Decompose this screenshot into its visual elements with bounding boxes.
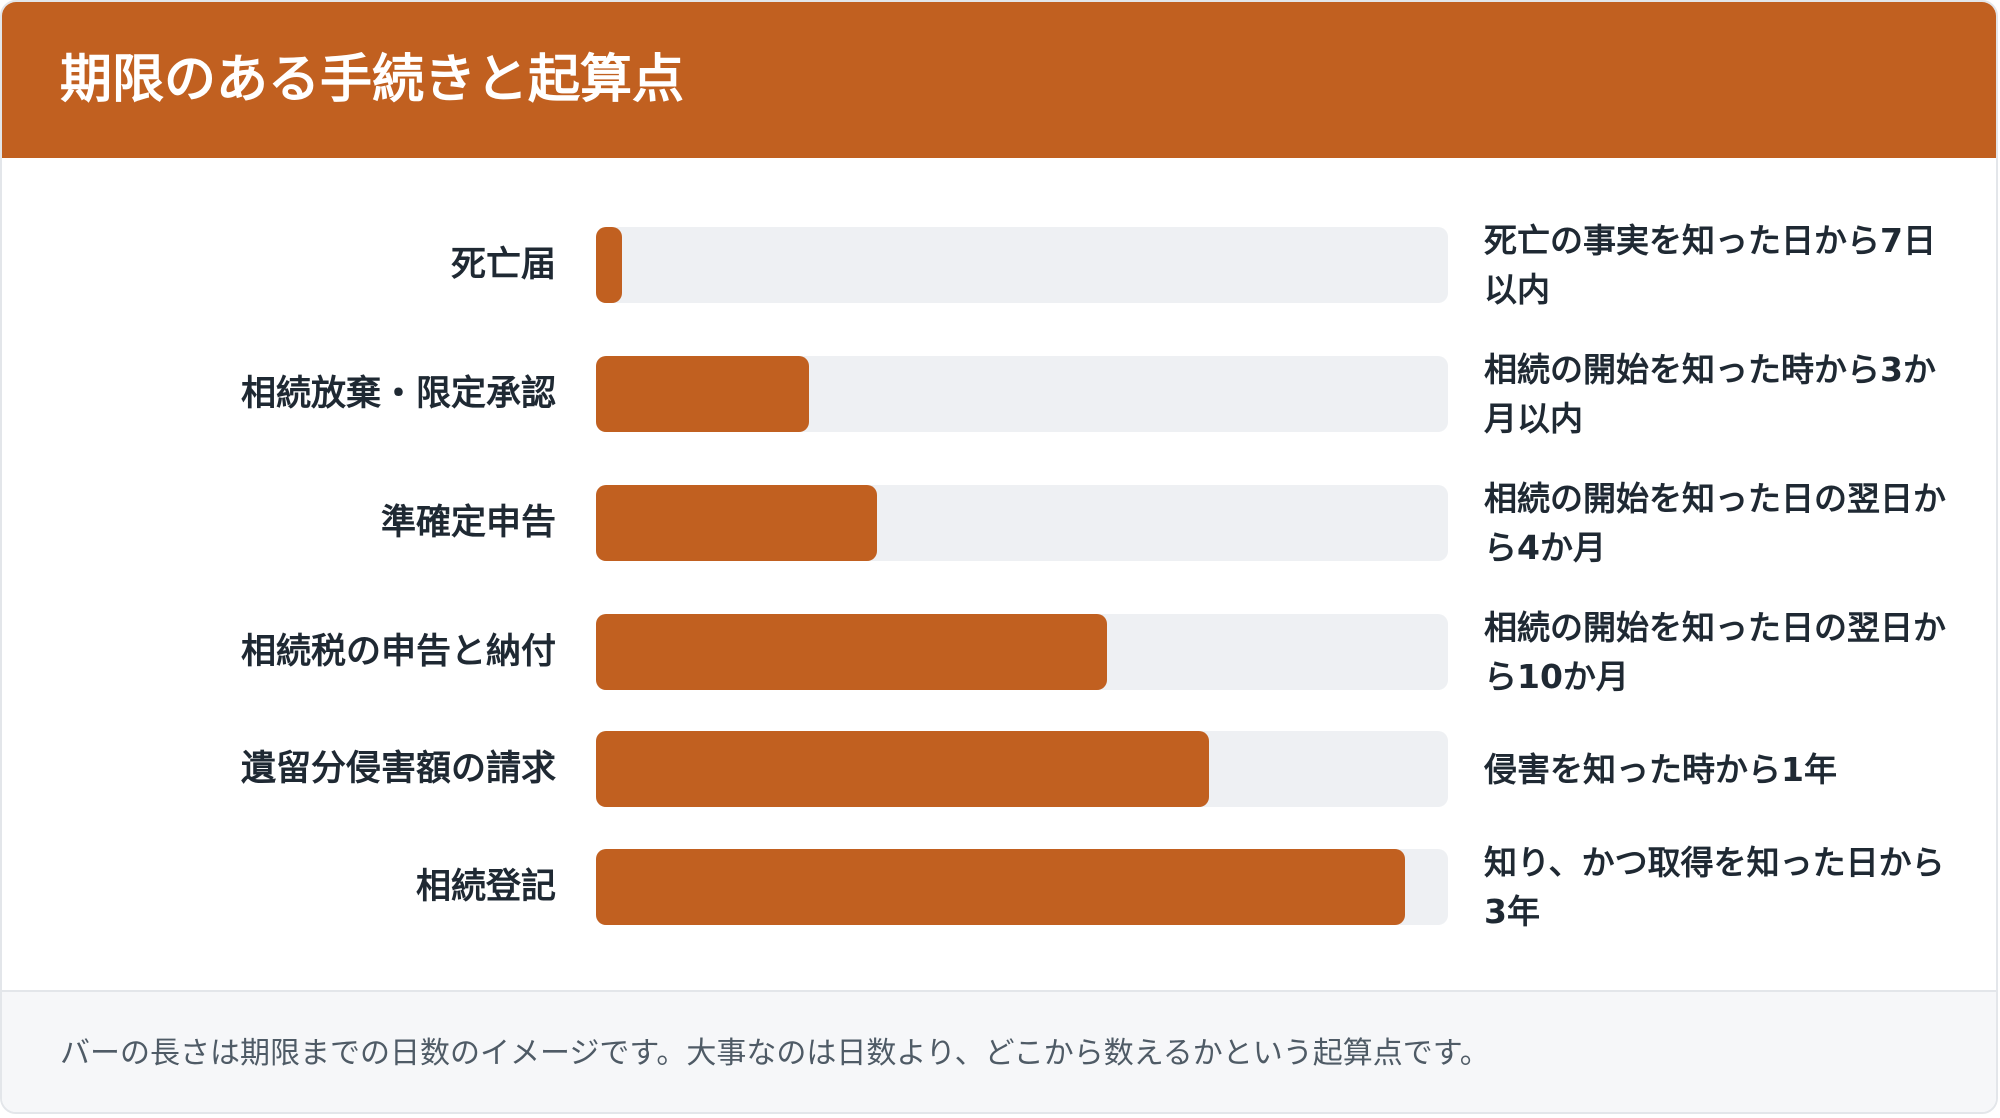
deadline-annotation: 死亡の事実を知った日から7日以内 [1484, 221, 1936, 309]
bar [596, 356, 809, 432]
bar-track [596, 731, 1448, 807]
category-label: 遺留分侵害額の請求 [240, 749, 556, 789]
bar-chart: 死亡届 死亡の事実を知った日から7日以内相続放棄・限定承認 相続の開始を知った時から… [2, 158, 1996, 990]
page-title: 期限のある手続きと起算点 [60, 50, 685, 110]
footer-note: バーの長さは期限までの日数のイメージです。大事なのは日数より、どこから数えるかと… [60, 1036, 1490, 1071]
chart-row: 相続税の申告と納付 相続の開始を知った日の翌日から10か月 [2, 608, 1996, 696]
category-label: 相続税の申告と納付 [240, 632, 556, 672]
deadline-annotation: 相続の開始を知った日の翌日から10か月 [1484, 608, 1946, 696]
chart-row: 遺留分侵害額の請求 侵害を知った時から1年 [2, 730, 1996, 808]
card-header: 期限のある手続きと起算点 [2, 2, 1996, 158]
bar [596, 849, 1405, 925]
bar-track [596, 485, 1448, 561]
card-footer: バーの長さは期限までの日数のイメージです。大事なのは日数より、どこから数えるかと… [2, 990, 1996, 1112]
category-label: 相続放棄・限定承認 [240, 374, 556, 414]
bar-track [596, 227, 1448, 303]
bar [596, 731, 1209, 807]
bar-track [596, 356, 1448, 432]
chart-row: 相続放棄・限定承認 相続の開始を知った時から3か月以内 [2, 350, 1996, 438]
deadline-annotation: 相続の開始を知った時から3か月以内 [1484, 350, 1936, 438]
deadline-annotation: 知り、かつ取得を知った日から3年 [1484, 843, 1945, 931]
chart-row: 死亡届 死亡の事実を知った日から7日以内 [2, 221, 1996, 309]
deadline-annotation: 相続の開始を知った日の翌日から4か月 [1484, 479, 1946, 567]
category-label: 相続登記 [415, 867, 556, 907]
chart-row: 準確定申告 相続の開始を知った日の翌日から4か月 [2, 479, 1996, 567]
bar [596, 485, 877, 561]
bar-track [596, 849, 1448, 925]
deadline-annotation: 侵害を知った時から1年 [1484, 749, 1837, 789]
bar-track [596, 614, 1448, 690]
bar [596, 614, 1107, 690]
category-label: 死亡届 [450, 245, 556, 285]
category-label: 準確定申告 [380, 503, 556, 543]
chart-row: 相続登記 知り、かつ取得を知った日から3年 [2, 843, 1996, 931]
bar [596, 227, 622, 303]
